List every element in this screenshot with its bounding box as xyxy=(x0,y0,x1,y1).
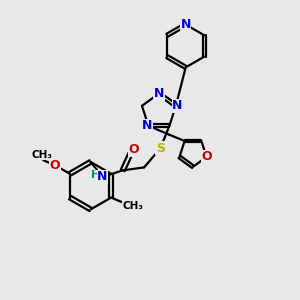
Text: N: N xyxy=(181,18,191,31)
Text: CH₃: CH₃ xyxy=(31,150,52,160)
Text: O: O xyxy=(50,159,60,172)
Text: N: N xyxy=(97,170,108,183)
Text: N: N xyxy=(142,119,152,132)
Text: CH₃: CH₃ xyxy=(122,201,143,211)
Text: N: N xyxy=(154,87,164,100)
Text: H: H xyxy=(92,170,100,180)
Text: O: O xyxy=(129,143,139,156)
Text: S: S xyxy=(156,142,165,154)
Text: O: O xyxy=(201,150,212,164)
Text: N: N xyxy=(172,99,183,112)
